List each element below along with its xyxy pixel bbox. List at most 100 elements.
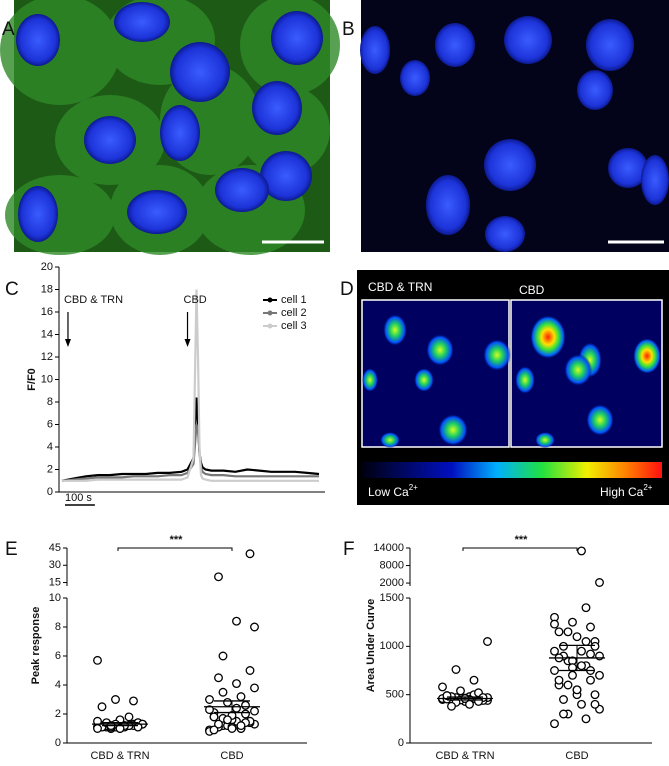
data-point [572,685,582,695]
y-tick-label: 2000 [380,577,404,589]
data-point [241,700,250,710]
legend-label: cell 2 [281,307,307,319]
y-tick-label: 12 [41,351,53,363]
y-tick-label: 14000 [373,542,404,554]
micrograph-b [360,0,669,252]
panel-label: A [2,19,15,40]
y-tick-label: 10 [41,373,53,385]
data-point [250,706,259,716]
data-point [577,546,586,556]
data-point [447,701,456,711]
data-point [590,699,600,709]
data-point [586,675,595,685]
trace [61,424,319,482]
data-point [581,603,591,613]
data-point [209,725,219,735]
trace [61,397,320,482]
y-tick-label: 4 [55,679,61,691]
legend-marker [267,297,273,303]
data-point [124,712,134,722]
data-point [218,651,228,661]
legend-marker [267,310,273,316]
data-point [563,627,573,637]
y-tick-label: 2 [55,708,61,720]
y-tick-label: 30 [49,559,61,571]
data-point [595,670,604,680]
data-point [577,646,586,656]
x-tick-label: CBD & TRN [90,750,149,761]
data-point [568,617,577,627]
data-point [232,616,241,626]
y-tick-label: 4 [47,441,53,453]
data-point [214,673,223,683]
data-point [590,690,600,700]
data-point [236,721,246,731]
colorbar-low-label: Low Ca2+ [368,483,418,499]
data-point [586,649,595,659]
data-point [550,719,559,729]
data-point [236,692,246,702]
x-tick-label: CBD & TRN [435,750,494,761]
annotation: CBD [184,294,207,306]
y-tick-label: 20 [41,261,53,273]
data-point [111,695,120,704]
colorbar-high-text: High Ca [600,485,644,499]
data-point [205,705,214,715]
colorbar-high-label: High Ca2+ [600,483,653,499]
data-point [93,655,102,665]
data-point [550,646,559,656]
data-point [93,724,102,733]
y-tick-label: 500 [386,689,404,701]
data-point [218,687,228,697]
y-tick-label: 8000 [380,559,404,571]
colorbar-low-sup: 2+ [409,483,418,492]
y-tick-label: 8 [55,621,61,633]
data-point [577,699,586,709]
data-point [581,637,591,646]
data-point [590,641,600,651]
y-tick-label: 1000 [380,640,404,652]
y-tick-label: 45 [49,542,61,554]
x-tick-label: CBD [565,750,588,761]
data-point [129,696,138,706]
panel-label: F [343,539,355,560]
data-point [559,695,568,704]
data-point [232,679,241,688]
y-tick-label: 6 [55,650,61,662]
data-point [554,627,564,637]
x-tick-label: CBD [220,750,243,761]
data-point [214,719,223,729]
data-point [223,715,232,725]
legend-marker [267,323,273,329]
data-point [595,651,604,661]
data-point [559,709,568,719]
y-axis-label: Area Under Curve [365,599,377,693]
significance-label: *** [515,534,529,546]
data-point [581,714,591,724]
panel-label: B [342,19,355,40]
y-axis-label: F/F0 [26,368,38,391]
data-point [568,663,577,673]
significance-bracket [462,547,578,551]
y-tick-label: 2 [47,463,53,475]
legend-label: cell 1 [281,294,307,306]
y-tick-label: 15 [49,576,61,588]
y-tick-label: 14 [41,328,53,340]
data-point [550,666,559,675]
significance-label: *** [170,534,184,546]
y-tick-label: 8 [47,396,53,408]
scale-bar-label: 100 s [65,492,92,504]
data-point [227,724,237,733]
data-point [483,637,492,646]
data-point [586,622,595,632]
data-point [250,622,259,632]
micrograph-a [0,0,340,255]
y-tick-label: 10 [49,592,61,604]
y-tick-label: 0 [55,737,61,749]
data-point [456,686,465,696]
panel-d-left-title: CBD & TRN [368,280,432,294]
panel-label: C [5,279,19,300]
data-point [241,709,250,719]
trace [62,289,319,482]
